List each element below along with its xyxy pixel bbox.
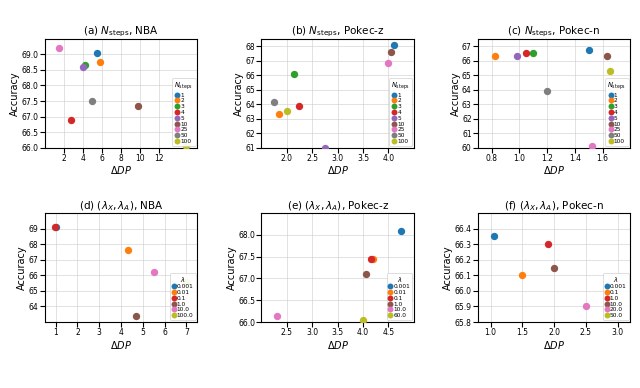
Title: (e) $(\lambda_X, \lambda_A)$, Pokec-z: (e) $(\lambda_X, \lambda_A)$, Pokec-z (287, 199, 388, 213)
Point (122, 246, 132, 253)
X-axis label: $\Delta DP$: $\Delta DP$ (110, 339, 132, 351)
Legend: 1, 2, 3, 4, 5, 10, 25, 50, 100: 1, 2, 3, 4, 5, 10, 25, 50, 100 (172, 78, 196, 146)
Point (49, 224, 60, 230)
Title: (d) $(\lambda_X, \lambda_A)$, NBA: (d) $(\lambda_X, \lambda_A)$, NBA (79, 199, 163, 213)
Title: (f) $(\lambda_X, \lambda_A)$, Pokec-n: (f) $(\lambda_X, \lambda_A)$, Pokec-n (504, 199, 604, 213)
Point (386, 49, 396, 55)
Point (78, 64, 88, 70)
X-axis label: $\Delta DP$: $\Delta DP$ (543, 165, 565, 177)
Point (282, 108, 292, 114)
X-axis label: $\Delta DP$: $\Delta DP$ (326, 165, 349, 177)
Legend: 0.001, 0.01, 0.1, 1.0, 10.0, 60.0: 0.001, 0.01, 0.1, 1.0, 10.0, 60.0 (387, 272, 412, 320)
Point (605, 68, 615, 74)
Point (365, 256, 376, 262)
Point (294, 102, 305, 109)
Point (133, 102, 143, 109)
Title: (c) $N_{\mathrm{steps}}$, Pokec-n: (c) $N_{\mathrm{steps}}$, Pokec-n (508, 24, 601, 39)
Point (67, 117, 77, 123)
Point (269, 99, 279, 105)
Point (368, 256, 378, 262)
Point (602, 52, 612, 59)
Y-axis label: Accuracy: Accuracy (451, 71, 461, 116)
Point (320, 145, 330, 151)
Point (181, 279, 191, 285)
Point (180, 143, 191, 149)
Point (358, 317, 368, 323)
X-axis label: $\Delta DP$: $\Delta DP$ (543, 339, 565, 351)
Point (80, 62, 90, 68)
Point (383, 61, 394, 67)
Point (549, 265, 559, 271)
Legend: 0.001, 0.01, 0.1, 1.0, 10.0, 100.0: 0.001, 0.01, 0.1, 1.0, 10.0, 100.0 (170, 272, 196, 320)
Point (543, 241, 553, 247)
Point (289, 71, 300, 77)
Point (542, 88, 552, 94)
Legend: 1, 2, 3, 4, 5, 10, 25, 50, 100: 1, 2, 3, 4, 5, 10, 25, 50, 100 (605, 78, 628, 146)
X-axis label: $\Delta DP$: $\Delta DP$ (110, 165, 132, 177)
Point (396, 227, 406, 234)
Y-axis label: Accuracy: Accuracy (444, 245, 453, 290)
Point (148, 269, 159, 275)
Point (490, 52, 500, 59)
Y-axis label: Accuracy: Accuracy (10, 71, 20, 116)
Point (360, 271, 371, 277)
Point (584, 47, 594, 53)
Point (92, 50, 102, 56)
Point (271, 312, 282, 319)
Point (528, 50, 538, 56)
Point (131, 313, 141, 319)
Legend: 1, 2, 3, 4, 5, 10, 25, 50, 100: 1, 2, 3, 4, 5, 10, 25, 50, 100 (389, 78, 412, 146)
Point (489, 233, 499, 239)
Point (51, 224, 61, 230)
Legend: 0.001, 0.1, 1.0, 10.0, 20.0, 50.0: 0.001, 0.1, 1.0, 10.0, 20.0, 50.0 (603, 272, 628, 320)
Y-axis label: Accuracy: Accuracy (227, 245, 237, 290)
Point (95, 59, 105, 65)
Y-axis label: Accuracy: Accuracy (17, 245, 28, 290)
Point (87, 98, 97, 104)
Point (517, 272, 527, 279)
Title: (a) $N_{\mathrm{steps}}$, NBA: (a) $N_{\mathrm{steps}}$, NBA (83, 24, 159, 39)
X-axis label: $\Delta DP$: $\Delta DP$ (326, 339, 349, 351)
Title: (b) $N_{\mathrm{steps}}$, Pokec-z: (b) $N_{\mathrm{steps}}$, Pokec-z (291, 24, 385, 39)
Y-axis label: Accuracy: Accuracy (234, 71, 244, 116)
Point (511, 52, 522, 59)
Point (522, 50, 532, 56)
Point (274, 111, 284, 117)
Point (54, 45, 64, 51)
Point (586, 143, 596, 149)
Point (581, 303, 591, 310)
Point (388, 42, 399, 48)
Point (603, 296, 613, 302)
